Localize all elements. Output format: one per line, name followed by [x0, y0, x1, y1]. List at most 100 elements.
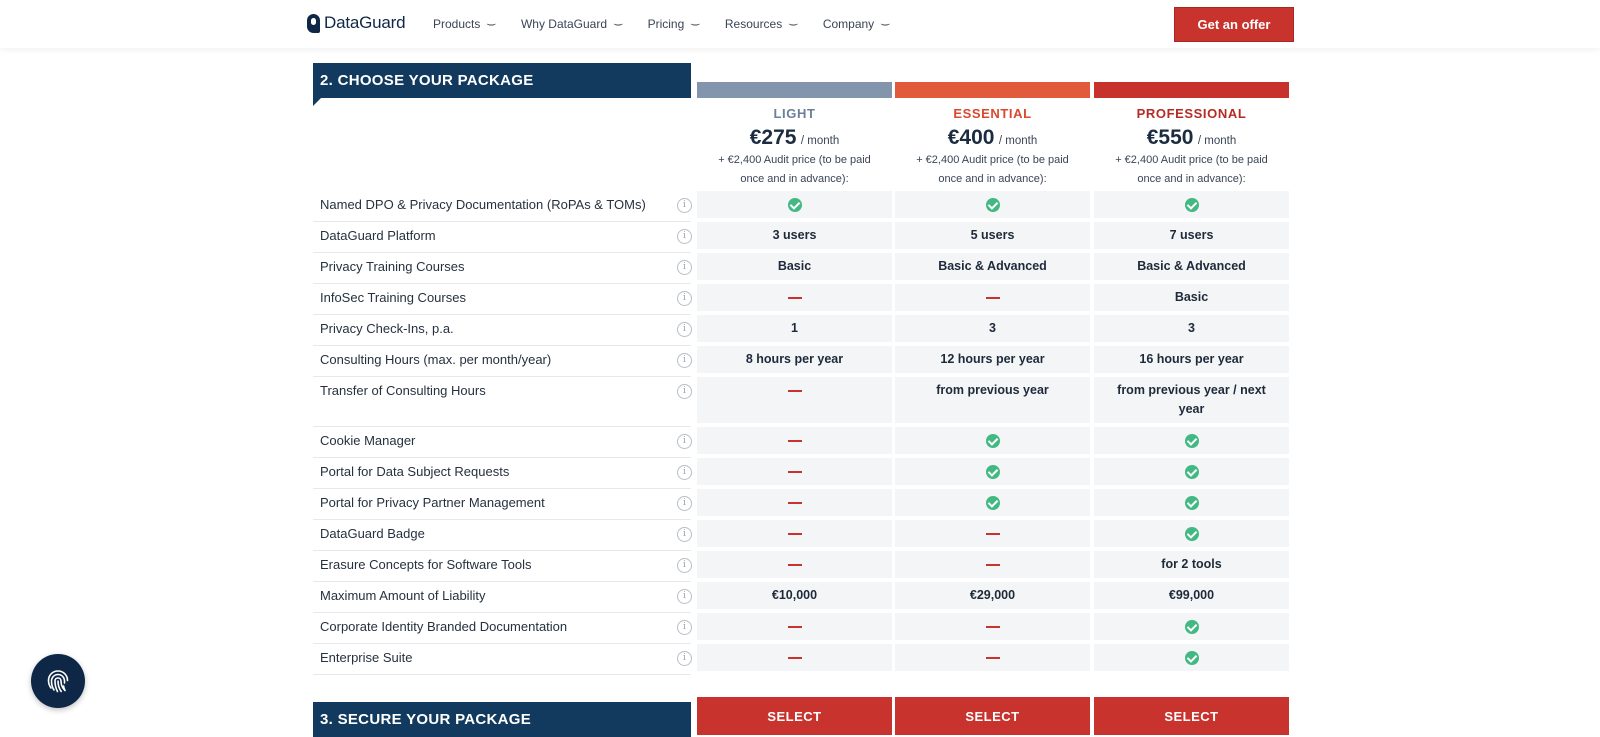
feature-cell	[895, 458, 1090, 485]
info-icon[interactable]: i	[677, 353, 692, 368]
row-divider	[313, 550, 691, 551]
info-icon[interactable]: i	[677, 322, 692, 337]
nav-why-dataguard[interactable]: Why DataGuard ⌣	[521, 17, 624, 31]
price-unit: / month	[1197, 135, 1237, 147]
privacy-settings-button[interactable]	[31, 654, 85, 708]
info-icon[interactable]: i	[677, 651, 692, 666]
feature-cell	[697, 489, 892, 516]
plan-price: €275 / month	[697, 126, 892, 150]
feature-label: Enterprise Suite	[320, 650, 413, 665]
info-icon[interactable]: i	[677, 198, 692, 213]
feature-cell: €29,000	[895, 582, 1090, 609]
cell-value: 12 hours per year	[940, 352, 1045, 366]
cell-value: €10,000	[771, 588, 818, 602]
nav-products[interactable]: Products ⌣	[433, 17, 497, 31]
audit-note-line: once and in advance):	[1137, 173, 1246, 185]
audit-note-line: once and in advance):	[938, 173, 1047, 185]
feature-cell: €10,000	[697, 582, 892, 609]
check-icon	[1184, 465, 1199, 479]
cell-value: 3	[1188, 321, 1195, 335]
nav-pricing[interactable]: Pricing ⌣	[648, 17, 701, 31]
row-divider	[313, 519, 691, 520]
info-icon[interactable]: i	[677, 384, 692, 399]
info-icon[interactable]: i	[677, 558, 692, 573]
plan-price: €550 / month	[1094, 126, 1289, 150]
nav-company[interactable]: Company ⌣	[822, 17, 891, 31]
info-icon[interactable]: i	[677, 229, 692, 244]
cell-value: 7 users	[1169, 228, 1214, 242]
feature-cell: Basic & Advanced	[1094, 253, 1289, 280]
feature-cell: Basic	[697, 253, 892, 280]
cell-value: €29,000	[969, 588, 1016, 602]
feature-label: Privacy Training Courses	[320, 259, 465, 274]
info-icon[interactable]: i	[677, 434, 692, 449]
plan-essential: ESSENTIAL €400 / month + €2,400 Audit pr…	[895, 82, 1090, 189]
secure-package-heading: 3. SECURE YOUR PACKAGE	[313, 702, 691, 737]
info-icon[interactable]: i	[677, 291, 692, 306]
check-icon	[985, 198, 1000, 212]
price-unit: / month	[800, 135, 840, 147]
row-divider	[313, 457, 691, 458]
feature-label: InfoSec Training Courses	[320, 290, 466, 305]
feature-cell	[697, 644, 892, 671]
plan-color-bar	[697, 82, 892, 98]
info-icon[interactable]: i	[677, 620, 692, 635]
feature-cell	[1094, 191, 1289, 218]
select-professional-button[interactable]: SELECT	[1094, 697, 1289, 735]
chevron-down-icon: ⌣	[880, 18, 891, 30]
row-divider	[313, 221, 691, 222]
cell-value: 3 users	[772, 228, 817, 242]
dash-icon	[787, 440, 802, 442]
dash-icon	[787, 533, 802, 535]
audit-note: + €2,400 Audit price (to be paid once and…	[1094, 151, 1289, 189]
feature-label: Transfer of Consulting Hours	[320, 383, 486, 398]
feature-cell	[697, 377, 892, 423]
audit-note: + €2,400 Audit price (to be paid once and…	[697, 151, 892, 189]
feature-cell: €99,000	[1094, 582, 1289, 609]
info-icon[interactable]: i	[677, 527, 692, 542]
select-essential-button[interactable]: SELECT	[895, 697, 1090, 735]
check-icon	[787, 198, 802, 212]
feature-cell	[895, 427, 1090, 454]
cell-value: for 2 tools	[1161, 557, 1222, 571]
feature-cell	[697, 458, 892, 485]
get-an-offer-button[interactable]: Get an offer	[1174, 7, 1294, 42]
feature-label: Named DPO & Privacy Documentation (RoPAs…	[320, 197, 646, 212]
check-icon	[1184, 496, 1199, 510]
info-icon[interactable]: i	[677, 496, 692, 511]
cell-value: Basic	[1174, 290, 1209, 304]
info-icon[interactable]: i	[677, 465, 692, 480]
nav-resources[interactable]: Resources ⌣	[725, 17, 799, 31]
dash-icon	[787, 390, 802, 392]
price-unit: / month	[998, 135, 1038, 147]
feature-cell	[895, 489, 1090, 516]
row-divider	[313, 581, 691, 582]
info-icon[interactable]: i	[677, 260, 692, 275]
feature-label: Maximum Amount of Liability	[320, 588, 486, 603]
price-amount: €275	[749, 126, 797, 149]
feature-cell: 1	[697, 315, 892, 342]
plan-name: LIGHT	[773, 106, 816, 121]
info-icon[interactable]: i	[677, 589, 692, 604]
logo[interactable]: DataGuard	[307, 13, 406, 33]
feature-cell	[1094, 489, 1289, 516]
row-divider	[313, 643, 691, 644]
feature-cell	[1094, 613, 1289, 640]
row-divider	[313, 345, 691, 346]
cell-value: 1	[791, 321, 798, 335]
row-divider	[313, 376, 691, 377]
select-light-button[interactable]: SELECT	[697, 697, 892, 735]
plan-professional: PROFESSIONAL €550 / month + €2,400 Audit…	[1094, 82, 1289, 189]
feature-cell: 8 hours per year	[697, 346, 892, 373]
dash-icon	[985, 533, 1000, 535]
main-nav: Products ⌣ Why DataGuard ⌣ Pricing ⌣ Resour…	[433, 0, 891, 48]
check-icon	[1184, 198, 1199, 212]
audit-note-line: + €2,400 Audit price (to be paid	[1115, 154, 1268, 166]
feature-cell	[895, 613, 1090, 640]
row-divider	[313, 283, 691, 284]
feature-cell: 3	[895, 315, 1090, 342]
plan-name: PROFESSIONAL	[1136, 106, 1247, 121]
nav-label: Company	[822, 17, 875, 31]
dash-icon	[787, 657, 802, 659]
feature-cell: Basic & Advanced	[895, 253, 1090, 280]
